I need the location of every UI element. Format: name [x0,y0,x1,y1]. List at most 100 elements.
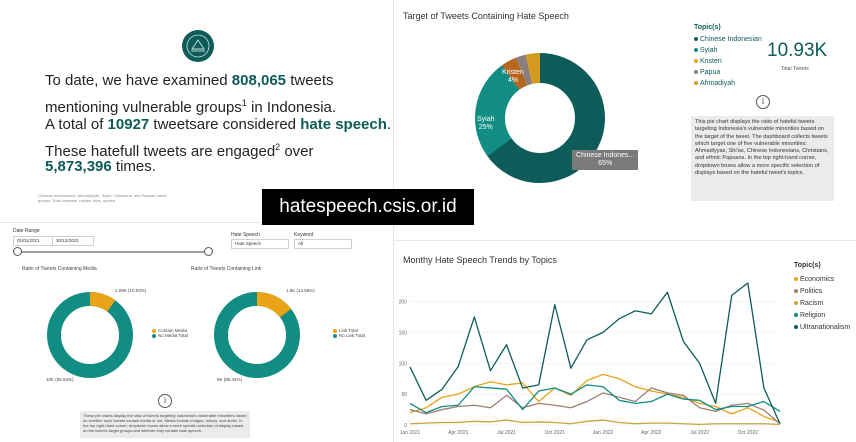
topic-item-syiah[interactable]: Syiah [694,45,762,56]
topic-label: Papua [700,69,721,76]
media-donut-ring [47,292,133,378]
legend-label: Link Total [339,328,358,333]
series-line-religion[interactable] [409,384,781,414]
media-bottom-data-label: 10K (89.94%) [46,377,74,382]
media-legend-item[interactable]: Contain Media [152,328,188,333]
slice-percent: 25% [478,124,493,131]
legend-swatch [794,313,798,318]
topic-swatch [694,48,698,53]
topic-label: Chinese Indonesian [700,36,762,43]
keyword-filter-label: Keyword [294,232,314,238]
slice-percent: 4% [507,77,518,84]
y-tick-label: 200 [399,300,408,306]
media-legend-item[interactable]: No Media Total [152,333,188,338]
topic-item-ahmadiyah[interactable]: Ahmadiyah [694,78,762,89]
target-slice-chinese-indonesian[interactable] [475,53,605,183]
target-slice-ahmadiyah[interactable] [475,53,605,183]
date-slider-end-handle[interactable] [204,247,213,256]
target-slice-kristen[interactable] [470,48,610,188]
link-donut-chart [214,292,300,378]
series-line-economics[interactable] [409,373,781,424]
trend-legend-item-politics[interactable]: Politics [794,286,850,298]
footnote: Chinese Indonesians, Ahmadiyyah, Syiah, … [38,193,168,203]
keyword-dropdown-value: All [298,241,304,246]
intro-text: tweets [286,72,334,89]
trend-chart-title: Monthy Hate Speech Trends by Topics [403,255,557,265]
media-legend: Contain Media No Media Total [152,328,188,338]
hate-speech-dropdown-value: Hate Speech [235,241,262,246]
intro-text: times. [111,158,156,175]
media-donut-chart [47,292,133,378]
y-tick-label: 0 [404,423,407,429]
trend-legend-item-racism[interactable]: Racism [794,298,850,310]
media-donut-slice-contain-media [47,292,133,378]
site-url-banner: hatespeech.csis.or.id [262,189,474,225]
series-line-ultranationalism[interactable] [409,282,781,425]
trend-line-chart: 0 50 100 150 200 Jan 2021 Apr 2021 Jul 2021 Oct … [399,282,781,436]
csis-logo [182,30,214,62]
legend-label: No Media Total [158,333,188,338]
hate-speech-emphasis: hate speech [300,116,387,133]
link-donut-slice-link [214,292,300,378]
hate-speech-dropdown[interactable]: Hate Speech [231,239,289,249]
keyword-dropdown[interactable]: All [294,239,352,249]
intro-text: over [280,143,314,160]
x-tick-label: Jul 2021 [497,430,516,436]
topic-item-kristen[interactable]: Kristen [694,56,762,67]
y-tick-label: 150 [399,330,408,336]
intro-text: tweets [149,116,197,133]
x-tick-label: Oct 2022 [738,430,759,436]
trend-legend-item-religion[interactable]: Religion [794,310,850,322]
intro-text: A total of [45,116,108,133]
topic-swatch [694,81,698,86]
topics-legend-title: Topic(s) [694,24,721,31]
date-from-input[interactable]: 01/01/2021 [13,236,55,246]
x-tick-label: Jan 2022 [593,430,614,436]
legend-swatch [794,325,798,330]
legend-swatch [333,328,337,333]
topic-swatch [694,37,698,42]
intro-line-1: To date, we have examined 808,065 tweets [45,70,385,92]
target-chart-description: This pie chart displays the ratio of hat… [691,116,834,201]
legend-label: Racism [800,300,824,307]
engagement-count: 5,873,396 [45,158,112,175]
trend-legend-item-economics[interactable]: Economics [794,274,850,286]
hate-count: 10927 [107,116,150,133]
x-tick-label: Apr 2022 [641,430,662,436]
topic-swatch [694,70,698,75]
intro-line-4: These hatefull tweets are engaged2 over [45,136,385,163]
info-icon[interactable]: i [158,394,172,408]
link-legend-item[interactable]: No Link Total [333,333,365,338]
date-to-input[interactable]: 30/12/2022 [52,236,94,246]
series-line-racism[interactable] [409,419,781,426]
slice-label-kristen: Kristen 4% [502,69,524,85]
x-tick-label: Apr 2021 [448,430,469,436]
y-tick-label: 50 [401,392,407,398]
topic-swatch [694,59,698,64]
topic-item-papua[interactable]: Papua [694,67,762,78]
slice-name: Kristen [502,69,524,76]
link-legend-item[interactable]: Link Total [333,328,365,333]
legend-label: No Link Total [339,333,365,338]
intro-text: To date, we have examined [45,72,232,89]
trend-legend-item-ultranationalism[interactable]: Ultranationalism [794,322,850,334]
media-chart-title: Ratio of Tweets Containing Media [22,266,97,272]
examined-count: 808,065 [231,72,287,89]
date-slider-track[interactable] [16,251,209,253]
hate-speech-filter-label: Hate Speech [231,232,260,238]
legend-swatch [794,289,798,294]
y-tick-label: 100 [399,361,408,367]
info-icon[interactable]: i [756,95,770,109]
topic-item-chinese-indonesian[interactable]: Chinese Indonesian [694,34,762,45]
legend-label: Politics [800,288,823,295]
legend-label: Religion [800,312,826,319]
legend-label: Economics [800,276,835,283]
legend-label: Ultranationalism [800,324,851,331]
legend-swatch [333,333,337,338]
date-slider-start-handle[interactable] [13,247,22,256]
series-line-politics[interactable] [409,387,781,425]
topic-label: Syiah [700,47,718,54]
intro-line-3: A total of 10927 tweetsare considered ha… [45,114,391,136]
total-tweets-value: 10.93K [767,40,828,61]
legend-swatch [152,328,156,333]
